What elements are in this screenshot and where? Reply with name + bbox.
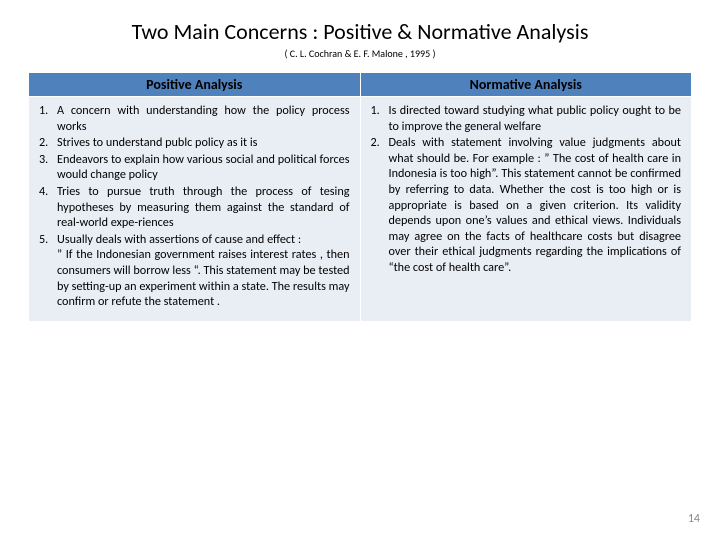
column-header-positive: Positive Analysis <box>29 73 361 97</box>
positive-item: 1.A concern with understanding how the p… <box>39 103 350 134</box>
positive-item: 4.Tries to pursue truth through the proc… <box>39 184 350 231</box>
list-text: Tries to pursue truth through the proces… <box>57 184 350 231</box>
comparison-table: Positive Analysis Normative Analysis 1.A… <box>28 72 692 322</box>
slide-subtitle: ( C. L. Cochran & E. F. Malone , 1995 ) <box>28 47 692 60</box>
list-number: 4. <box>39 184 57 231</box>
list-text: Is directed toward studying what public … <box>389 103 682 134</box>
list-number: 2. <box>39 135 57 151</box>
positive-item: 5.Usually deals with assertions of cause… <box>39 232 350 310</box>
positive-list: 1.A concern with understanding how the p… <box>39 103 350 310</box>
normative-item: 2.Deals with statement involving value j… <box>371 135 682 275</box>
column-header-normative: Normative Analysis <box>360 73 692 97</box>
list-number: 2. <box>371 135 389 275</box>
list-number: 1. <box>39 103 57 134</box>
normative-cell: 1.Is directed toward studying what publi… <box>360 97 692 322</box>
positive-item: 3.Endeavors to explain how various socia… <box>39 152 350 183</box>
list-text: Deals with statement involving value jud… <box>389 135 682 275</box>
positive-item: 2.Strives to understand publc policy as … <box>39 135 350 151</box>
positive-cell: 1.A concern with understanding how the p… <box>29 97 361 322</box>
list-text: Strives to understand publc policy as it… <box>57 135 350 151</box>
page-number: 14 <box>688 512 700 526</box>
list-text: Usually deals with assertions of cause a… <box>57 232 350 310</box>
list-number: 3. <box>39 152 57 183</box>
list-number: 5. <box>39 232 57 310</box>
slide: Two Main Concerns : Positive & Normative… <box>0 0 720 540</box>
list-text: Endeavors to explain how various social … <box>57 152 350 183</box>
slide-title: Two Main Concerns : Positive & Normative… <box>28 18 692 45</box>
list-number: 1. <box>371 103 389 134</box>
list-text: A concern with understanding how the pol… <box>57 103 350 134</box>
normative-item: 1.Is directed toward studying what publi… <box>371 103 682 134</box>
normative-list: 1.Is directed toward studying what publi… <box>371 103 682 276</box>
